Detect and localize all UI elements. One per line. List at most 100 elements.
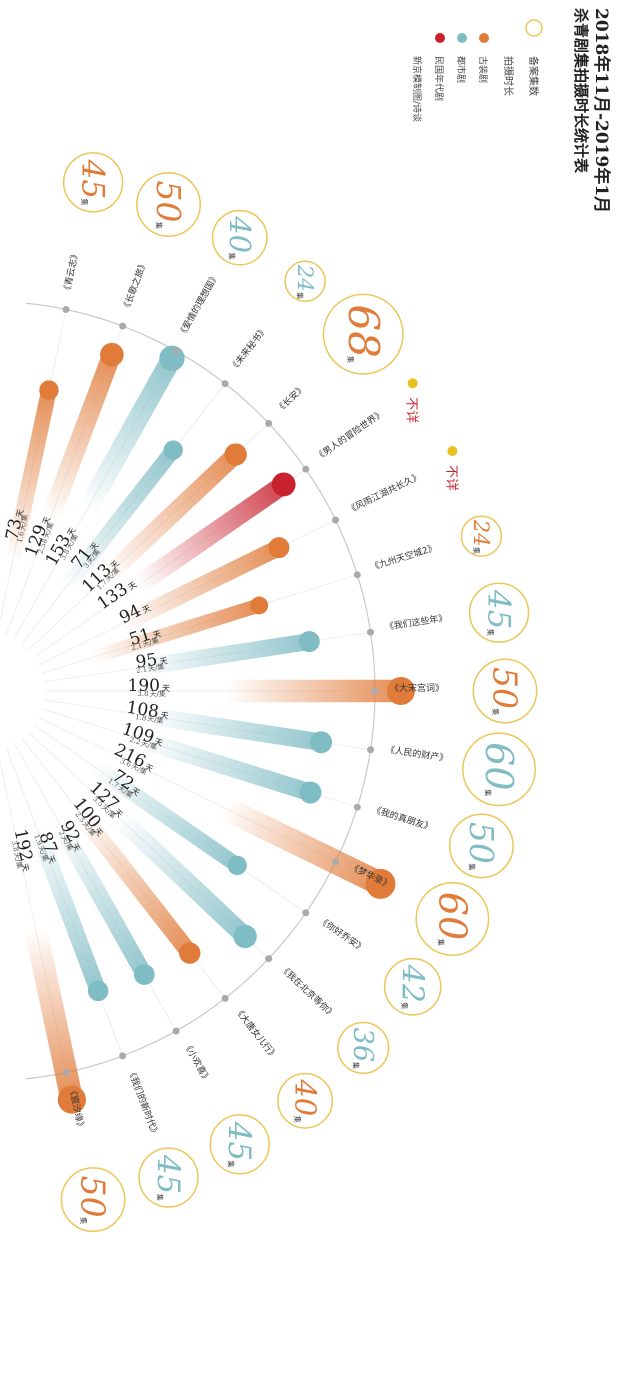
unknown-dot-6 [447, 446, 458, 457]
legend-label-dushi: 都市剧 [455, 56, 467, 83]
days-label-10: 108天 [125, 698, 170, 724]
duration-dot-15 [179, 942, 201, 964]
episode-count-11: 50 [462, 822, 501, 864]
days-value-0: 73 [2, 517, 26, 542]
per-episode-unit-10: 天/集 [147, 714, 165, 725]
days-unit-9: 天 [162, 684, 170, 693]
drama-title-3: 《未来秘书》 [227, 324, 270, 374]
axis-marker-13 [302, 909, 310, 917]
chart-title-line1: 2018年11月-2019年1月 [591, 8, 612, 213]
episode-count-2: 40 [223, 215, 257, 253]
duration-dot-6 [268, 537, 290, 559]
duration-dot-1 [100, 342, 124, 367]
chart-header: 2018年11月-2019年1月 杀青剧集拍摄时长统计表 备案集数 拍摄时长 古… [411, 8, 612, 213]
duration-dot-5 [271, 472, 296, 497]
episode-ring-15 [277, 1072, 334, 1129]
legend: 备案集数 拍摄时长 古装剧 都市剧 民国年代剧 新京模制图/诗谈 [411, 19, 543, 122]
duration-dot-0 [39, 380, 59, 400]
axis-marker-3 [221, 380, 229, 388]
episode-unit-16: 集 [227, 1161, 236, 1168]
days-unit-15: 天 [92, 826, 104, 838]
comet-tail-4 [99, 445, 245, 584]
per-episode-unit-8: 天/集 [147, 662, 165, 673]
days-unit-5: 天 [127, 580, 139, 592]
days-unit-4: 天 [109, 559, 121, 571]
days-label-0: 73天 [2, 507, 28, 542]
drama-title-11: 《我的真朋友》 [371, 803, 435, 833]
episode-ring-18 [60, 1167, 126, 1233]
duration-dot-11 [299, 781, 322, 804]
unknown-dot-5 [407, 378, 418, 389]
drama-title-7: 《九州天空城2》 [369, 541, 438, 573]
episode-unit-4: 集 [346, 356, 355, 363]
duration-dot-16 [133, 964, 155, 985]
episode-count-3: 24 [293, 264, 317, 292]
axis-marker-0 [62, 306, 70, 314]
comet-tail-3 [57, 442, 181, 596]
legend-episodes-label: 备案集数 [527, 56, 540, 96]
axis-marker-9 [371, 687, 379, 695]
episode-unit-18: 集 [79, 1217, 88, 1224]
per-episode-label-18: 3.8天/集 [10, 840, 25, 870]
episode-unit-7: 集 [472, 547, 481, 554]
episode-count-14: 36 [347, 1028, 378, 1062]
episode-ring-13 [383, 957, 442, 1016]
drama-title-10: 《人民的财产》 [385, 743, 449, 764]
per-episode-unit-9: 天/集 [150, 689, 166, 698]
duration-dot-2 [159, 345, 185, 371]
episode-count-17: 45 [150, 1154, 186, 1194]
legend-swatch-dushi [457, 33, 467, 43]
episode-ring-17 [138, 1147, 199, 1208]
axis-marker-7 [353, 571, 361, 579]
days-unit-16: 天 [70, 842, 82, 853]
days-unit-3: 天 [88, 541, 100, 553]
comet-tail-7 [85, 598, 267, 665]
days-label-8: 95天 [134, 648, 168, 673]
episode-unit-9: 集 [491, 708, 500, 715]
episode-ring-2 [211, 209, 268, 266]
days-unit-11: 天 [153, 737, 163, 748]
drama-title-13: 《你好乔安》 [316, 914, 367, 955]
episode-ring-10 [462, 732, 537, 807]
duration-dot-4 [224, 443, 247, 466]
unknown-label-6: 不详 [443, 465, 458, 491]
axis-marker-5 [302, 465, 310, 473]
per-episode-label-8: 2.1天/集 [135, 662, 165, 675]
comet-tail-6 [113, 539, 288, 633]
axis-marker-11 [353, 803, 361, 811]
episode-unit-1: 集 [154, 222, 163, 229]
chart-marks: 《青云志》73天1.6天/集45集《长歌之旅》129天2.58天/集50集《爱情… [0, 152, 538, 1233]
episode-unit-12: 集 [437, 939, 446, 946]
episode-ring-3 [284, 260, 326, 302]
days-value-9: 190 [128, 676, 160, 696]
episode-count-18: 50 [74, 1176, 113, 1218]
per-episode-value-0: 1.6 [16, 530, 26, 543]
episode-count-1: 50 [149, 180, 188, 222]
episode-unit-13: 集 [400, 1002, 409, 1009]
per-episode-label-10: 1.8天/集 [135, 712, 165, 725]
drama-title-8: 《我们这些年》 [384, 612, 448, 633]
episode-unit-17: 集 [155, 1194, 164, 1201]
episode-count-4: 68 [339, 304, 388, 357]
days-unit-8: 天 [159, 656, 168, 666]
comet-tail-12 [211, 795, 393, 896]
legend-swatch-minguo [435, 33, 445, 43]
episode-count-13: 42 [395, 964, 430, 1003]
episode-ring-0 [62, 152, 124, 213]
days-unit-18: 天 [20, 863, 30, 873]
axis-marker-10 [367, 746, 375, 754]
legend-shoot-label: 拍摄时长 [502, 56, 515, 96]
comet-tail-10 [139, 707, 330, 752]
drama-title-4: 《长安》 [273, 382, 307, 415]
episode-count-10: 60 [477, 742, 521, 790]
per-episode-value-8: 2.1 [136, 665, 148, 675]
legend-swatch-guzhuang [479, 33, 489, 43]
episode-unit-11: 集 [467, 863, 476, 870]
per-episode-label-0: 1.6天/集 [15, 514, 30, 544]
duration-dot-18 [57, 1085, 86, 1114]
episode-ring-12 [415, 882, 490, 956]
drama-title-17: 《我们的新时代》 [125, 1067, 162, 1139]
axis-marker-2 [172, 347, 180, 355]
